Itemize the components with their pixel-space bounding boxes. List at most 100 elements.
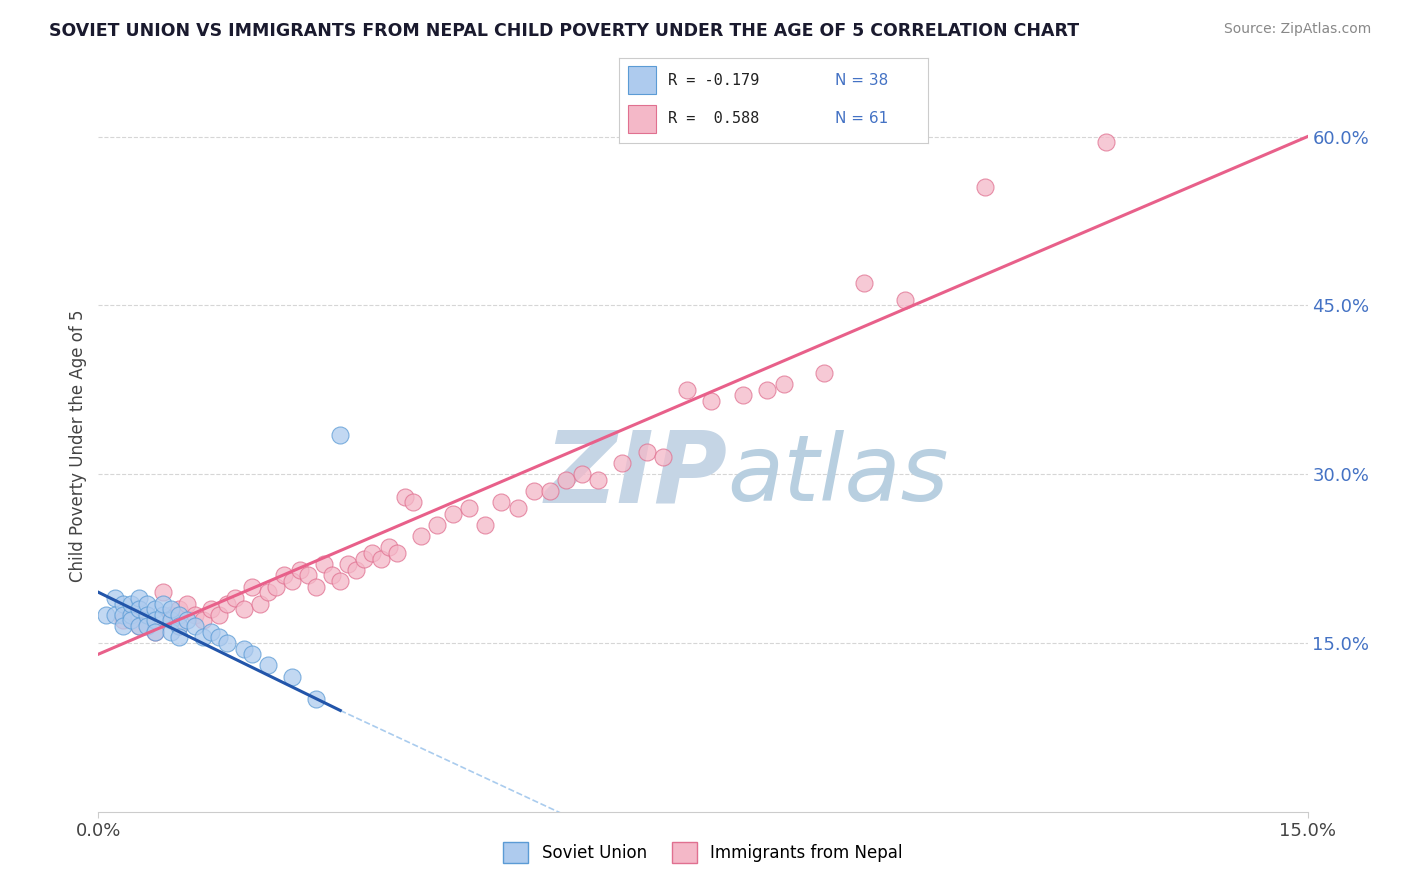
Point [249,597,271,611]
Point [733,388,755,402]
Point [402,495,425,509]
Point [143,602,166,616]
Point [377,541,399,555]
Text: N = 61: N = 61 [835,112,889,127]
Point [184,607,207,622]
Point [676,383,699,397]
Point [160,614,183,628]
Point [232,602,254,616]
Point [232,641,254,656]
Text: R = -0.179: R = -0.179 [668,72,759,87]
Point [193,614,215,628]
Point [143,614,166,628]
Point [506,500,529,515]
Point [167,607,190,622]
Point [96,607,118,622]
Text: R =  0.588: R = 0.588 [668,112,759,127]
Point [700,394,723,409]
Text: N = 38: N = 38 [835,72,889,87]
Point [160,624,183,639]
Point [491,495,513,509]
Point [288,563,311,577]
Point [256,658,278,673]
Point [167,602,190,616]
Point [135,607,157,622]
Point [337,557,360,571]
Point [160,607,183,622]
Point [974,180,997,194]
Point [167,630,190,644]
Point [120,607,142,622]
Point [853,276,876,290]
Point [103,591,125,605]
Point [120,597,142,611]
Point [200,602,222,616]
Point [361,546,384,560]
Point [329,427,352,442]
Point [321,568,343,582]
Bar [628,67,655,94]
Point [135,597,157,611]
Point [160,602,183,616]
Y-axis label: Child Poverty Under the Age of 5: Child Poverty Under the Age of 5 [69,310,87,582]
Point [756,383,779,397]
Point [273,568,295,582]
Legend: Soviet Union, Immigrants from Nepal: Soviet Union, Immigrants from Nepal [496,836,910,869]
Point [523,483,546,498]
Point [305,580,328,594]
Point [120,614,142,628]
Point [111,597,134,611]
Point [240,580,263,594]
Point [217,597,239,611]
Point [111,607,134,622]
Point [1095,135,1118,149]
Point [571,467,593,482]
Point [555,473,578,487]
Point [128,602,150,616]
Point [135,619,157,633]
Point [394,490,416,504]
Point [458,500,481,515]
Point [176,614,198,628]
Point [176,597,198,611]
Point [128,591,150,605]
Point [893,293,915,307]
Point [651,450,673,465]
Point [143,624,166,639]
Point [586,473,609,487]
Point [167,619,190,633]
Point [103,607,125,622]
Point [370,551,392,566]
Point [426,517,449,532]
Point [409,529,432,543]
Point [305,692,328,706]
Point [538,483,561,498]
Bar [628,105,655,133]
Point [184,619,207,633]
Point [152,607,174,622]
Point [167,619,190,633]
Point [813,366,835,380]
Point [193,630,215,644]
Point [200,624,222,639]
Point [314,557,336,571]
Point [344,563,367,577]
Text: SOVIET UNION VS IMMIGRANTS FROM NEPAL CHILD POVERTY UNDER THE AGE OF 5 CORRELATI: SOVIET UNION VS IMMIGRANTS FROM NEPAL CH… [49,22,1080,40]
Point [256,585,278,599]
Point [636,444,658,458]
Text: ZIP: ZIP [544,426,727,524]
Point [281,670,304,684]
Point [240,647,263,661]
Point [281,574,304,588]
Point [208,607,231,622]
Point [208,630,231,644]
Point [111,619,134,633]
Point [128,619,150,633]
Point [612,456,634,470]
Text: atlas: atlas [727,430,949,520]
Point [353,551,375,566]
Point [441,507,464,521]
Point [474,517,496,532]
Point [297,568,319,582]
Text: Source: ZipAtlas.com: Source: ZipAtlas.com [1223,22,1371,37]
